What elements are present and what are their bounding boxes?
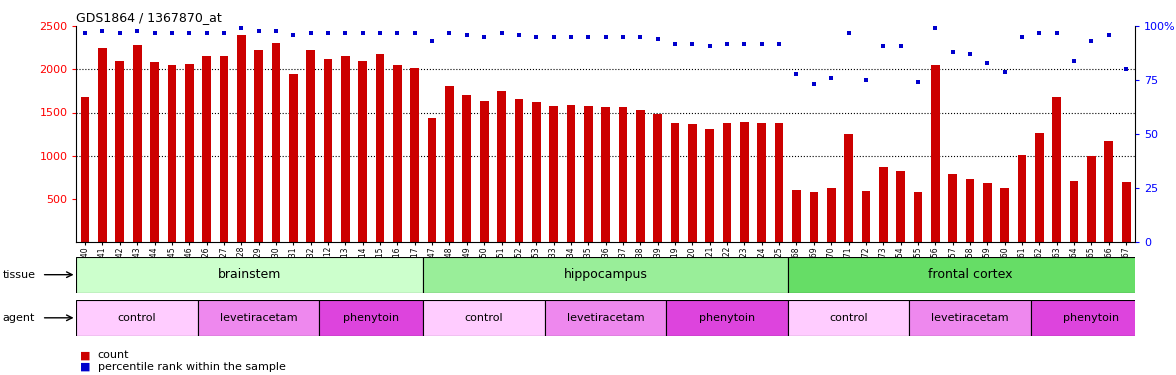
Bar <box>909 300 1030 336</box>
Text: control: control <box>465 313 503 323</box>
Bar <box>740 122 749 242</box>
Bar <box>289 74 298 242</box>
Text: ■: ■ <box>80 362 91 372</box>
Bar <box>462 95 472 242</box>
Bar <box>320 300 423 336</box>
Text: levetiracetam: levetiracetam <box>220 313 298 323</box>
Bar <box>878 167 888 242</box>
Bar <box>515 99 523 242</box>
Bar <box>393 65 402 242</box>
Bar <box>914 192 922 242</box>
Bar <box>1001 188 1009 242</box>
Bar <box>480 101 488 242</box>
Bar <box>636 110 644 242</box>
Bar <box>896 171 906 242</box>
Text: levetiracetam: levetiracetam <box>567 313 644 323</box>
Text: brainstem: brainstem <box>219 268 281 281</box>
Bar <box>532 102 541 242</box>
Bar <box>428 118 436 242</box>
Bar <box>76 257 423 292</box>
Bar <box>1035 133 1044 242</box>
Bar <box>446 86 454 242</box>
Bar <box>1104 141 1114 242</box>
Text: count: count <box>98 351 129 360</box>
Bar <box>81 97 89 242</box>
Bar <box>948 174 957 242</box>
Bar <box>423 300 544 336</box>
Bar <box>198 300 320 336</box>
Bar <box>376 54 385 242</box>
Bar <box>757 123 766 242</box>
Text: levetiracetam: levetiracetam <box>931 313 1009 323</box>
Bar <box>1030 300 1152 336</box>
Bar <box>567 105 575 242</box>
Text: phenytoin: phenytoin <box>343 313 400 323</box>
Bar <box>1122 182 1130 242</box>
Bar <box>323 59 333 242</box>
Bar <box>706 129 714 242</box>
Bar <box>775 123 783 242</box>
Bar <box>788 257 1152 292</box>
Bar <box>931 65 940 242</box>
Text: percentile rank within the sample: percentile rank within the sample <box>98 362 286 372</box>
Bar <box>844 134 853 242</box>
Bar <box>115 61 125 242</box>
Bar <box>965 179 975 242</box>
Bar <box>341 57 349 242</box>
Bar <box>423 257 788 292</box>
Bar <box>1017 155 1027 242</box>
Bar <box>167 65 176 242</box>
Bar <box>723 123 731 242</box>
Bar <box>359 61 367 242</box>
Bar <box>1087 156 1096 242</box>
Text: frontal cortex: frontal cortex <box>928 268 1013 281</box>
Bar <box>76 300 198 336</box>
Bar <box>827 188 835 242</box>
Text: ■: ■ <box>80 351 91 360</box>
Bar <box>272 44 280 242</box>
Bar <box>601 107 610 242</box>
Bar <box>862 191 870 242</box>
Bar <box>549 106 557 242</box>
Bar <box>202 56 211 242</box>
Text: control: control <box>118 313 156 323</box>
Text: phenytoin: phenytoin <box>1063 313 1120 323</box>
Bar <box>220 57 228 242</box>
Bar <box>809 192 818 242</box>
Bar <box>544 300 667 336</box>
Bar <box>654 114 662 242</box>
Text: control: control <box>829 313 868 323</box>
Text: tissue: tissue <box>2 270 35 279</box>
Bar <box>983 183 991 242</box>
Bar <box>788 300 909 336</box>
Bar <box>254 50 263 242</box>
Bar <box>497 91 506 242</box>
Bar <box>151 62 159 242</box>
Text: agent: agent <box>2 313 35 323</box>
Bar <box>1070 181 1078 242</box>
Bar <box>1053 97 1061 242</box>
Text: phenytoin: phenytoin <box>699 313 755 323</box>
Bar <box>619 107 627 242</box>
Bar <box>236 35 246 242</box>
Bar <box>185 64 194 242</box>
Text: GDS1864 / 1367870_at: GDS1864 / 1367870_at <box>76 11 222 24</box>
Bar <box>584 106 593 242</box>
Bar <box>306 50 315 242</box>
Bar <box>670 123 680 242</box>
Bar <box>98 48 107 242</box>
Bar <box>793 190 801 242</box>
Bar <box>410 68 419 242</box>
Bar <box>688 124 696 242</box>
Bar <box>667 300 788 336</box>
Text: hippocampus: hippocampus <box>563 268 648 281</box>
Bar <box>133 45 141 242</box>
